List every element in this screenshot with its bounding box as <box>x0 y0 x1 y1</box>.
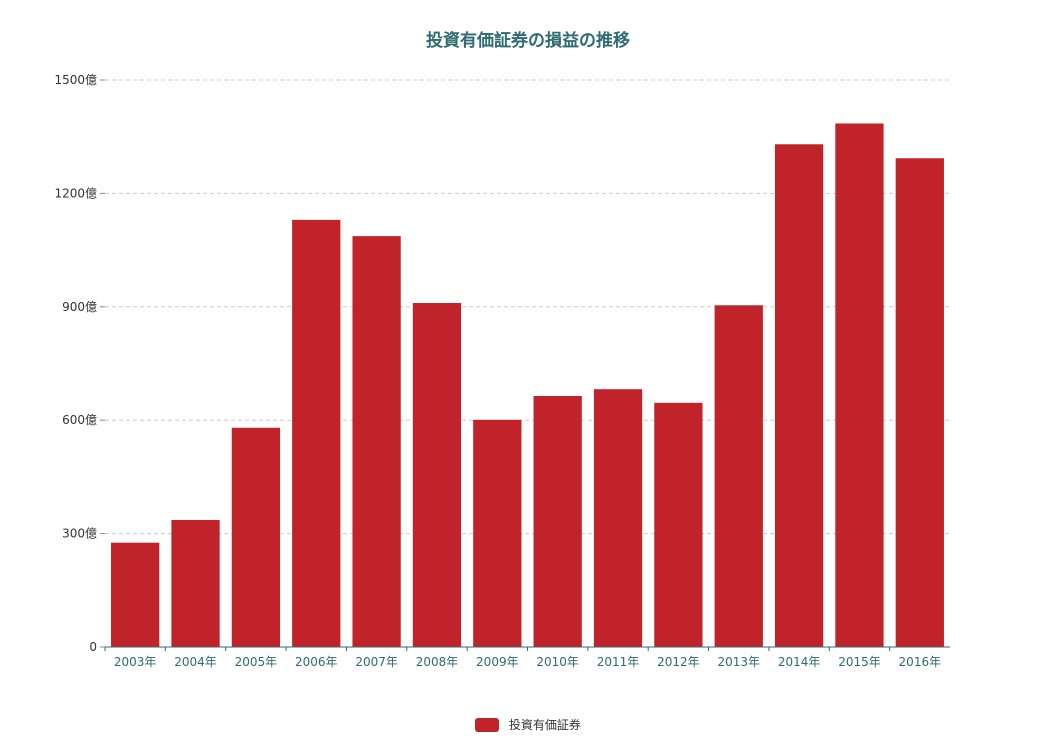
bar <box>654 402 703 647</box>
bar <box>412 303 462 647</box>
bar <box>895 158 944 647</box>
bar <box>292 219 341 648</box>
x-tick-label: 2009年 <box>476 655 519 669</box>
bar <box>111 542 160 647</box>
x-tick-label: 2007年 <box>355 655 398 669</box>
bar <box>835 123 884 648</box>
y-tick-label: 900億 <box>62 300 97 314</box>
x-tick-label: 2003年 <box>114 655 157 669</box>
x-tick-label: 2012年 <box>657 655 700 669</box>
bar <box>533 396 582 647</box>
y-tick-label: 600億 <box>62 413 97 427</box>
x-tick-label: 2006年 <box>295 655 338 669</box>
chart-title: 投資有価証券の損益の推移 <box>426 31 630 51</box>
bar <box>473 419 522 647</box>
bar <box>774 144 824 647</box>
legend-swatch <box>475 717 500 732</box>
bar <box>352 236 401 647</box>
x-tick-label: 2010年 <box>536 655 579 669</box>
bar <box>171 519 220 647</box>
x-tick-label: 2008年 <box>416 655 459 669</box>
x-tick-label: 2013年 <box>717 655 760 669</box>
bar <box>593 389 643 647</box>
x-tick-label: 2014年 <box>778 655 821 669</box>
x-tick-label: 2015年 <box>838 655 881 669</box>
legend[interactable]: 投資有価証券 <box>0 716 1056 733</box>
x-tick-label: 2016年 <box>899 655 942 669</box>
y-tick-label: 0 <box>89 640 97 654</box>
y-tick-label: 1200億 <box>54 186 97 200</box>
x-tick-label: 2011年 <box>597 655 640 669</box>
y-tick-label: 300億 <box>62 527 97 541</box>
x-tick-label: 2005年 <box>235 655 278 669</box>
y-tick-label: 1500億 <box>54 73 97 87</box>
x-tick-label: 2004年 <box>174 655 217 669</box>
legend-label: 投資有価証券 <box>508 718 581 732</box>
bar <box>231 427 281 647</box>
bar <box>714 305 763 647</box>
